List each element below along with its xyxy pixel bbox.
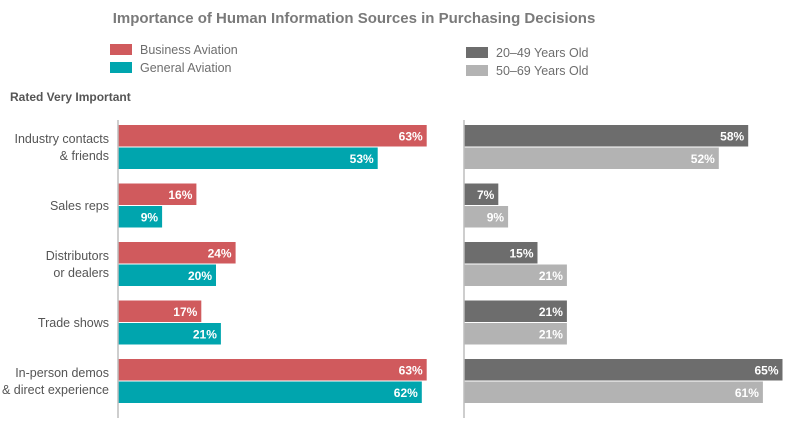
panel-right: 58% 7% 15% 21% 65% 52% 9% 21% 21% 61% (464, 125, 783, 403)
legend-swatch (466, 47, 488, 58)
legend-label: 20–49 Years Old (496, 46, 588, 60)
bar (118, 147, 378, 169)
bar (464, 300, 567, 322)
data-label: 9% (487, 210, 505, 224)
bar (464, 125, 749, 147)
legend-label: General Aviation (140, 61, 232, 75)
category-label: Trade shows (38, 316, 109, 330)
data-label: 15% (509, 246, 533, 260)
bar (118, 381, 422, 403)
data-label: 58% (720, 129, 744, 143)
bar (464, 381, 763, 403)
category-label: Distributors (46, 249, 109, 263)
data-label: 52% (691, 152, 715, 166)
bar (118, 183, 197, 205)
data-label: 65% (754, 363, 778, 377)
bar (464, 264, 567, 286)
panel-left: 63% 16% 24% 17% 63% 53% 9% 20% 21% 62% (118, 125, 427, 403)
bar (118, 323, 221, 345)
category-label: Industry contacts (15, 132, 110, 146)
bar (464, 359, 783, 381)
data-label: 63% (399, 129, 423, 143)
category-label: or dealers (53, 266, 109, 280)
category-label: In-person demos (15, 366, 109, 380)
data-label: 21% (193, 327, 217, 341)
data-label: 21% (539, 305, 563, 319)
data-label: 9% (141, 210, 159, 224)
category-label: & friends (60, 149, 109, 163)
chart-title: Importance of Human Information Sources … (113, 10, 596, 27)
chart-subtitle: Rated Very Important (10, 90, 131, 104)
bar (464, 147, 719, 169)
data-label: 63% (399, 363, 423, 377)
legend-swatch (110, 44, 132, 55)
bar (464, 183, 499, 205)
data-label: 61% (735, 386, 759, 400)
data-label: 17% (173, 305, 197, 319)
legend-right: 20–49 Years Old 50–69 Years Old (466, 46, 588, 78)
bar (464, 323, 567, 345)
bar (464, 242, 538, 264)
category-label: Sales reps (50, 199, 109, 213)
bar (118, 206, 163, 228)
data-label: 53% (350, 152, 374, 166)
bar (118, 359, 427, 381)
bar (118, 300, 202, 322)
data-label: 20% (188, 269, 212, 283)
data-label: 21% (539, 269, 563, 283)
bar (118, 242, 236, 264)
legend-label: 50–69 Years Old (496, 64, 588, 78)
data-label: 62% (394, 386, 418, 400)
category-labels: Industry contacts & friends Sales reps Dist… (2, 132, 109, 397)
data-label: 21% (539, 327, 563, 341)
data-label: 7% (477, 188, 495, 202)
bar (118, 264, 216, 286)
bar (464, 206, 509, 228)
legend-swatch (466, 65, 488, 76)
data-label: 16% (168, 188, 192, 202)
legend-left: Business Aviation General Aviation (110, 43, 238, 75)
legend-label: Business Aviation (140, 43, 238, 57)
data-label: 24% (208, 246, 232, 260)
legend-swatch (110, 62, 132, 73)
bar (118, 125, 427, 147)
category-label: & direct experience (2, 383, 109, 397)
